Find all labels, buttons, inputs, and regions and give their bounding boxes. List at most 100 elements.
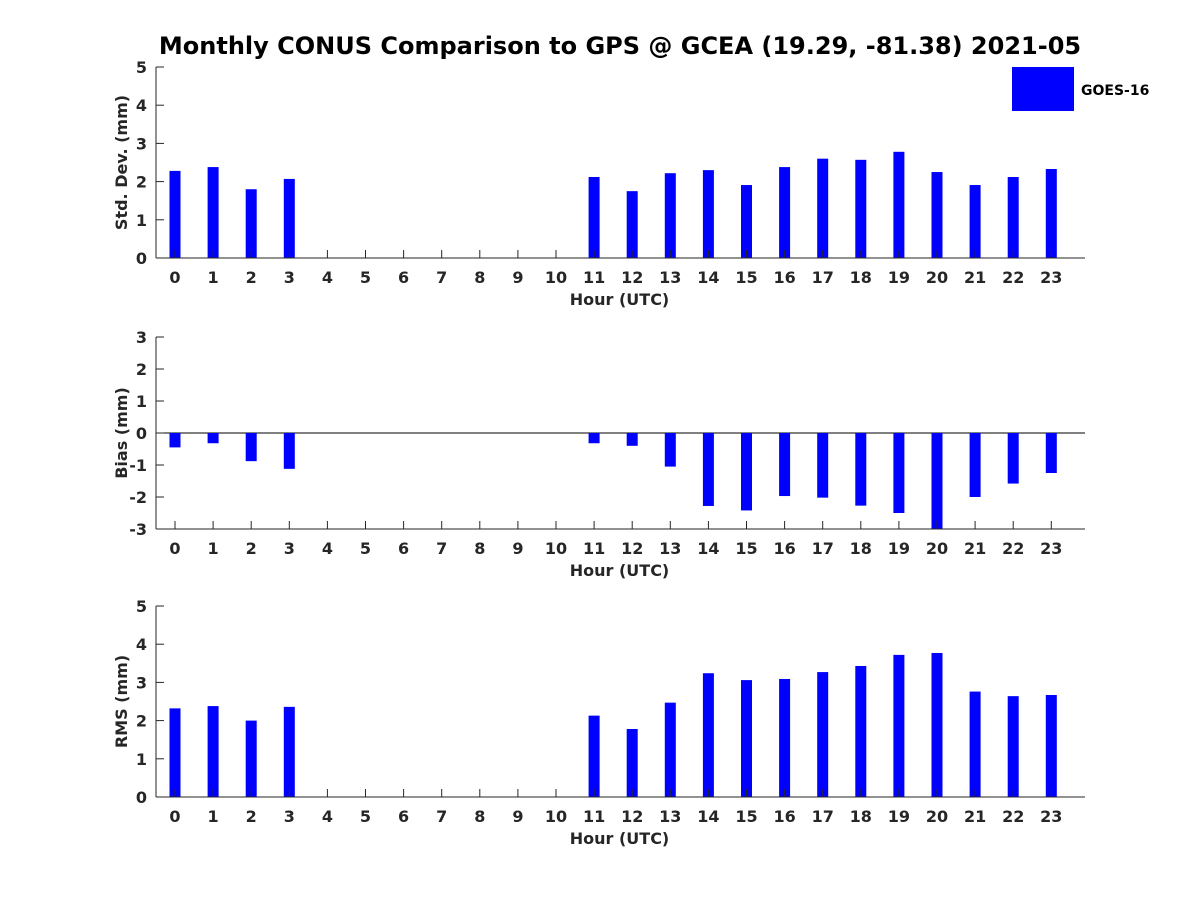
rms-x-tick-label: 15 <box>735 807 757 826</box>
std-dev-bar-2 <box>245 189 257 258</box>
std-dev-x-tick-label: 15 <box>735 268 757 287</box>
std-dev-x-tick-label: 0 <box>169 268 180 287</box>
std-dev-bar-12 <box>626 191 638 258</box>
std-dev-bar-15 <box>741 185 752 258</box>
std-dev-x-tick-label: 4 <box>322 268 333 287</box>
rms-x-tick-label: 7 <box>436 807 447 826</box>
bias-x-tick-label: 11 <box>583 539 605 558</box>
bias-x-tick-label: 23 <box>1040 539 1062 558</box>
figure-title: Monthly CONUS Comparison to GPS @ GCEA (… <box>159 32 1081 60</box>
std-dev-y-tick-label: 5 <box>136 58 147 77</box>
bias-bar-1 <box>207 433 219 444</box>
bias-bar-14 <box>702 433 714 506</box>
rms-x-tick-label: 18 <box>850 807 872 826</box>
bias-y-tick-label: -2 <box>129 488 147 507</box>
rms-bar-14 <box>702 673 714 797</box>
std-dev-x-tick-label: 20 <box>926 268 948 287</box>
bias-bar-16 <box>779 433 791 497</box>
bias-y-tick-label: 0 <box>136 424 147 443</box>
std-dev-x-tick-label: 11 <box>583 268 605 287</box>
rms-bar-0 <box>169 708 181 797</box>
rms-x-tick-label: 5 <box>360 807 371 826</box>
bias-x-tick-label: 15 <box>735 539 757 558</box>
bias-bar-15 <box>741 433 752 511</box>
bias-bar-13 <box>664 433 676 467</box>
rms-y-tick-label: 1 <box>136 750 147 769</box>
std-dev-x-tick-label: 10 <box>545 268 567 287</box>
bias-x-tick-label: 5 <box>360 539 371 558</box>
bias-x-tick-label: 9 <box>512 539 523 558</box>
rms-y-tick-label: 2 <box>136 712 147 731</box>
rms-x-tick-label: 12 <box>621 807 643 826</box>
std-dev-bar-16 <box>779 167 791 258</box>
rms-x-tick-label: 6 <box>398 807 409 826</box>
bias-bar-3 <box>283 433 295 469</box>
std-dev-bar-11 <box>588 177 600 258</box>
bias-x-tick-label: 1 <box>208 539 219 558</box>
bias-bar-17 <box>817 433 829 498</box>
std-dev-x-tick-label: 9 <box>512 268 523 287</box>
legend-swatch-goes-16 <box>1012 67 1074 111</box>
rms-x-tick-label: 0 <box>169 807 180 826</box>
rms-bar-3 <box>283 706 295 797</box>
std-dev-x-tick-label: 21 <box>964 268 986 287</box>
bias-x-tick-label: 12 <box>621 539 643 558</box>
rms-x-tick-label: 22 <box>1002 807 1024 826</box>
rms-x-tick-label: 11 <box>583 807 605 826</box>
bias-bar-18 <box>855 433 867 506</box>
bias-x-tick-label: 20 <box>926 539 948 558</box>
std-dev-bar-21 <box>969 185 981 258</box>
std-dev-y-tick-label: 3 <box>136 134 147 153</box>
std-dev-x-tick-label: 14 <box>697 268 719 287</box>
bias-y-tick-label: 1 <box>136 392 147 411</box>
bias-bar-19 <box>893 433 905 513</box>
std-dev-x-tick-label: 17 <box>812 268 834 287</box>
rms-bar-11 <box>588 715 600 797</box>
std-dev-bar-0 <box>169 170 181 258</box>
rms-x-tick-label: 3 <box>284 807 295 826</box>
std-dev-bar-19 <box>893 151 905 258</box>
bias-x-tick-label: 2 <box>246 539 257 558</box>
bias-x-tick-label: 17 <box>812 539 834 558</box>
std-dev-x-tick-label: 23 <box>1040 268 1062 287</box>
rms-x-tick-label: 16 <box>773 807 795 826</box>
std-dev-x-tick-label: 13 <box>659 268 681 287</box>
std-dev-x-tick-label: 22 <box>1002 268 1024 287</box>
bias-y-tick-label: 2 <box>136 360 147 379</box>
rms-bar-22 <box>1007 696 1019 797</box>
bias-x-tick-label: 8 <box>474 539 485 558</box>
rms-y-axis-label: RMS (mm) <box>112 655 131 748</box>
rms-bar-2 <box>245 720 257 797</box>
rms-x-tick-label: 10 <box>545 807 567 826</box>
rms-y-tick-label: 5 <box>136 597 147 616</box>
rms-x-tick-label: 23 <box>1040 807 1062 826</box>
bias-bar-21 <box>969 433 981 497</box>
rms-x-axis-label: Hour (UTC) <box>570 829 670 848</box>
legend: GOES-16 <box>1012 67 1149 111</box>
bias-bar-23 <box>1045 433 1057 473</box>
legend-label-goes-16: GOES-16 <box>1081 83 1149 99</box>
bias-bar-2 <box>245 433 257 462</box>
bias-x-tick-label: 10 <box>545 539 567 558</box>
bias-bar-11 <box>588 433 600 444</box>
bias-x-tick-label: 22 <box>1002 539 1024 558</box>
std-dev-x-tick-label: 1 <box>208 268 219 287</box>
rms-x-tick-label: 21 <box>964 807 986 826</box>
rms-y-tick-label: 0 <box>136 788 147 807</box>
std-dev-y-tick-label: 0 <box>136 249 147 268</box>
bias-y-tick-label: 3 <box>136 328 147 347</box>
bias-x-tick-label: 14 <box>697 539 719 558</box>
bias-y-tick-label: -3 <box>129 520 147 539</box>
rms-bar-23 <box>1045 695 1057 797</box>
rms-bar-20 <box>931 652 943 797</box>
rms-bar-1 <box>207 706 219 797</box>
std-dev-y-tick-label: 2 <box>136 173 147 192</box>
std-dev-x-tick-label: 6 <box>398 268 409 287</box>
std-dev-x-tick-label: 7 <box>436 268 447 287</box>
std-dev-bar-3 <box>283 178 295 258</box>
std-dev-x-tick-label: 18 <box>850 268 872 287</box>
rms-x-tick-label: 9 <box>512 807 523 826</box>
bias-bar-22 <box>1007 433 1019 484</box>
rms-y-tick-label: 4 <box>136 635 147 654</box>
